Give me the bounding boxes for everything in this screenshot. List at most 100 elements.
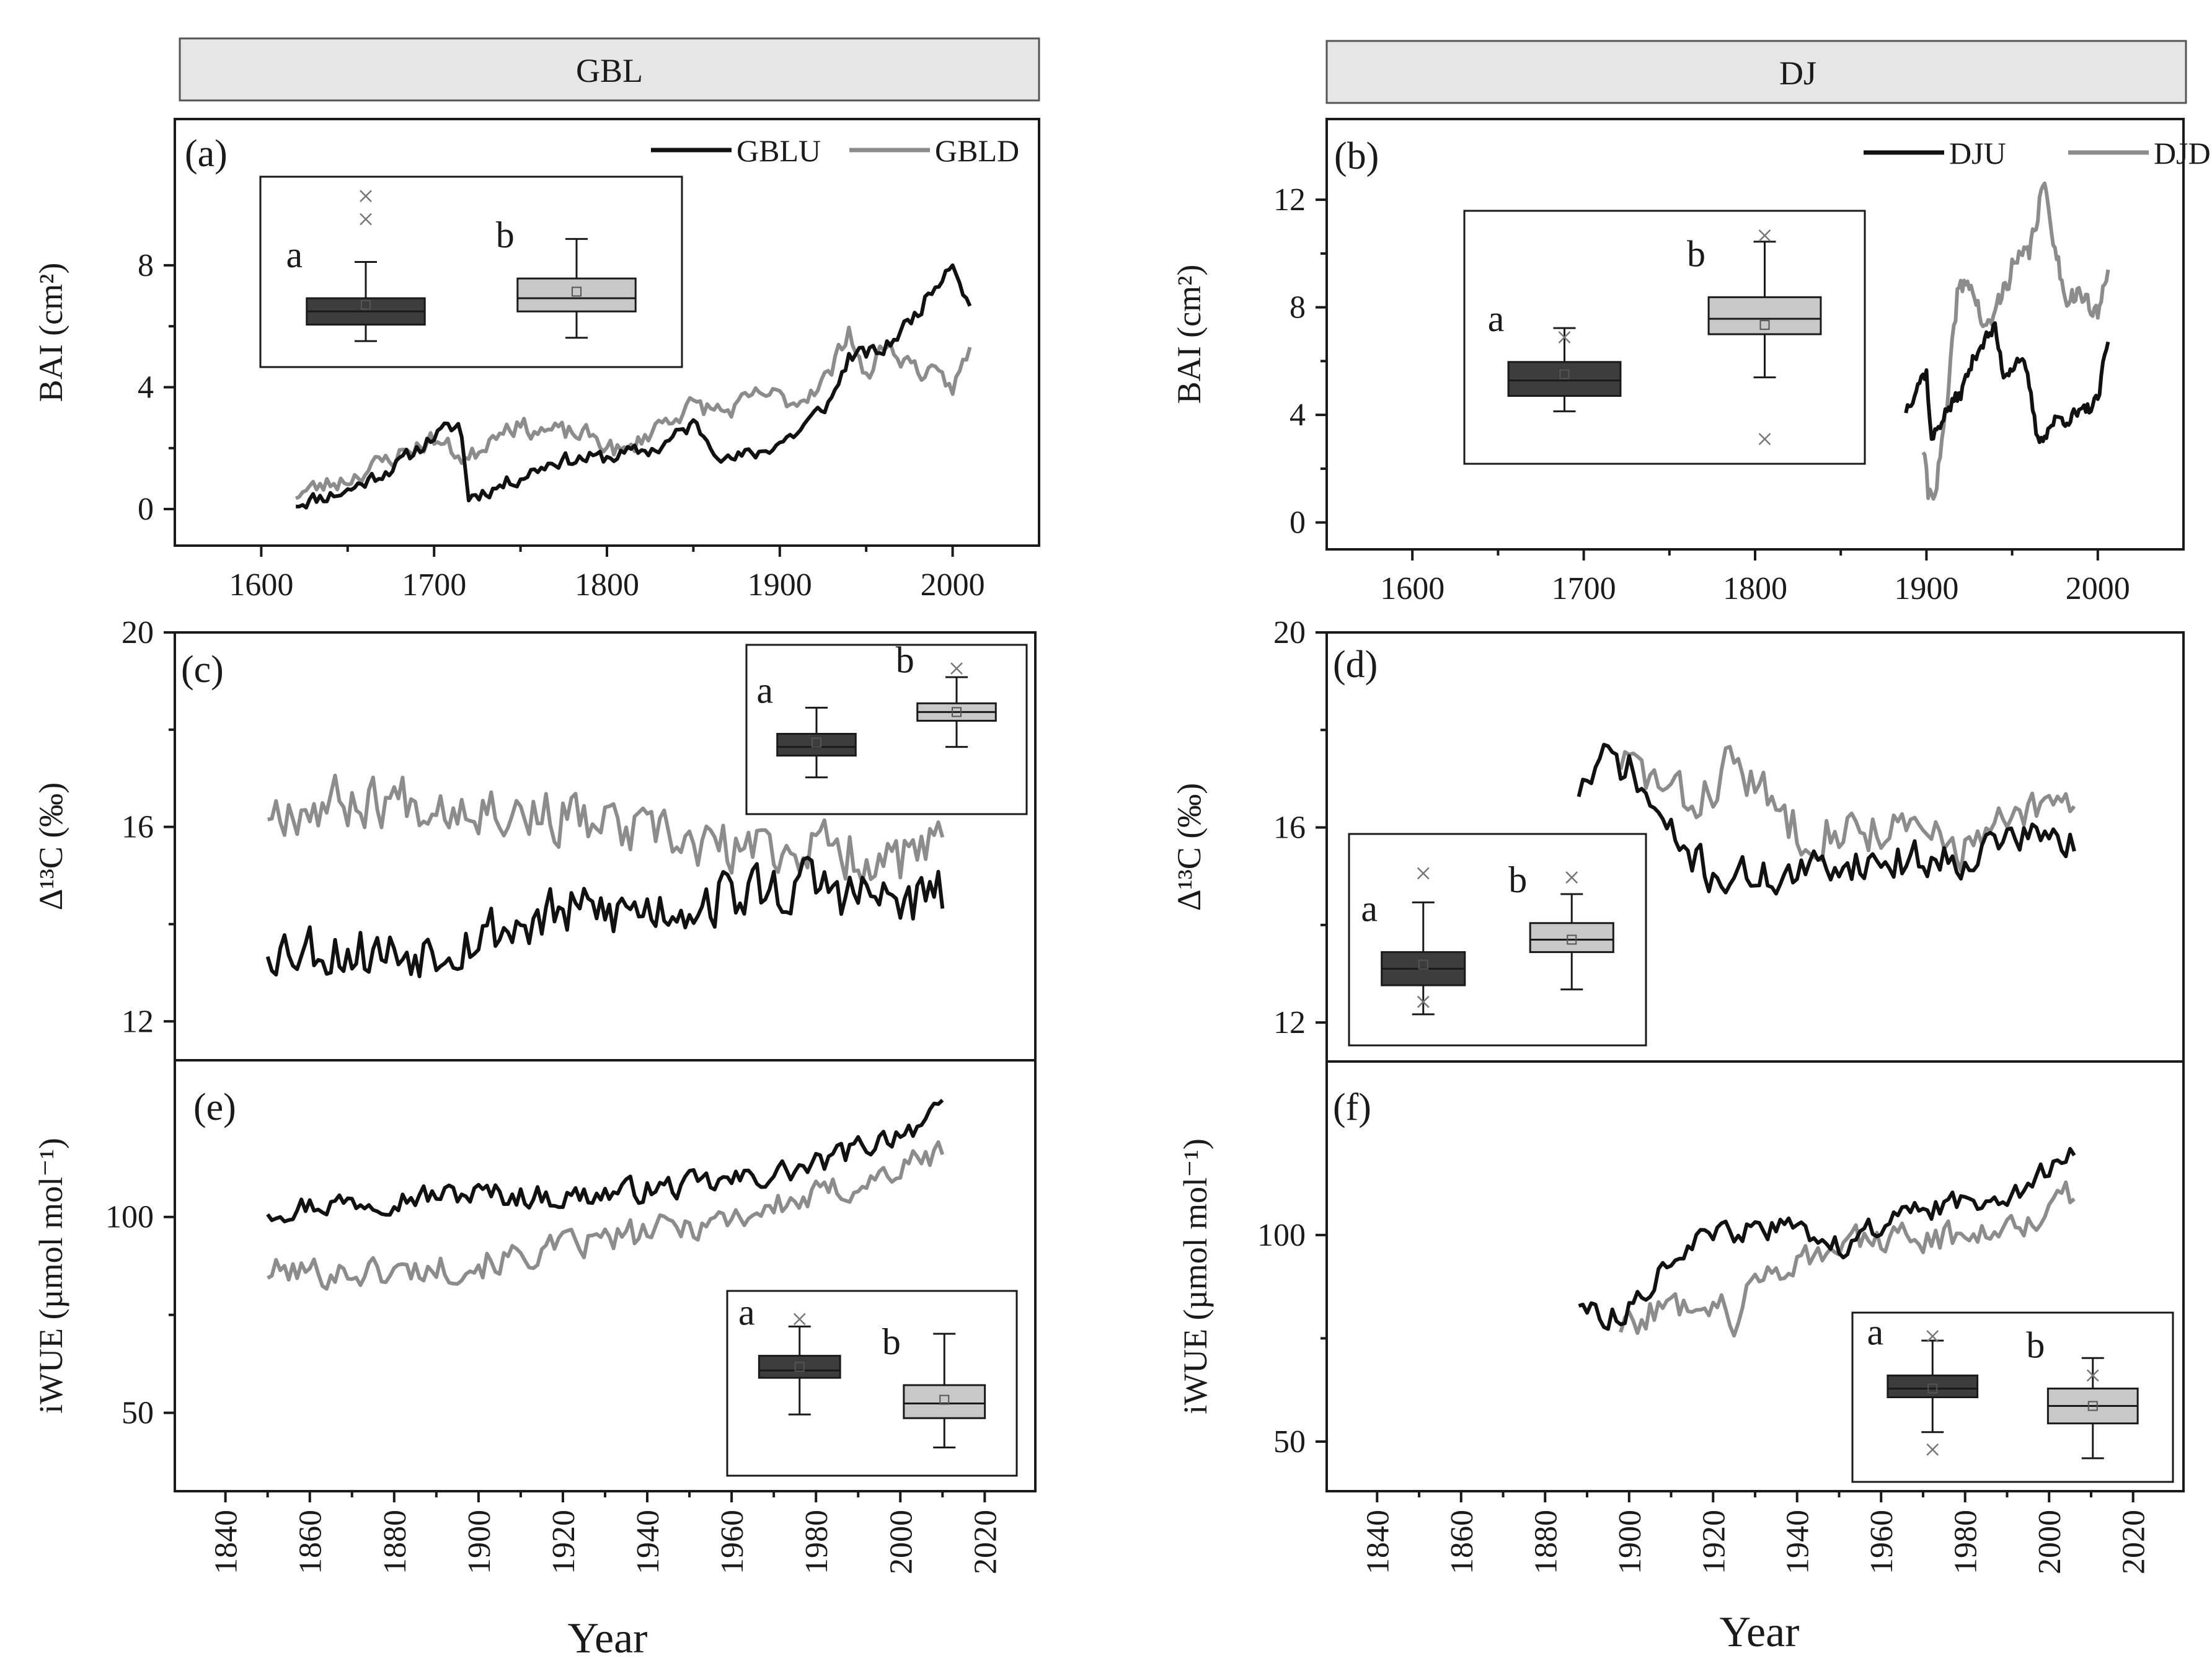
inset-frame <box>259 175 683 368</box>
inset-boxplot: ab <box>1463 210 1866 465</box>
significance-letter-b: b <box>896 639 914 680</box>
x-tick-label: 2000 <box>883 1510 919 1574</box>
legend-entry: GBLU <box>737 133 821 168</box>
series-line-gbld <box>267 773 945 885</box>
x-tick-label: 1980 <box>799 1510 834 1574</box>
y-axis-label: BAI (cm²) <box>32 263 69 402</box>
x-tick-label: 1840 <box>209 1510 244 1574</box>
box-b <box>903 1384 986 1419</box>
series-line-gblu <box>265 856 945 978</box>
significance-letter-a: a <box>286 234 303 275</box>
x-tick-label: 1880 <box>1528 1510 1564 1574</box>
x-tick-label: 1800 <box>575 567 639 603</box>
header-dj-text: DJ <box>1779 55 1816 92</box>
significance-letter-a: a <box>1361 889 1378 929</box>
panel-e-iwue-gbl: 50 100 1840 1860 1880 1900 1920 1940 1960 1980 200… <box>32 1059 1037 1574</box>
significance-letter-b: b <box>882 1321 901 1362</box>
outlier-marker <box>1558 331 1571 344</box>
box-a <box>1887 1374 1979 1398</box>
box-a <box>776 733 857 757</box>
mean-marker <box>361 299 371 310</box>
significance-letter-b: b <box>2026 1324 2045 1365</box>
outlier-marker <box>1417 867 1430 880</box>
inset-frame <box>726 1290 1018 1477</box>
outlier-marker <box>1926 1443 1939 1456</box>
x-tick-label: 1920 <box>546 1510 582 1574</box>
x-tick-label: 1600 <box>229 567 293 603</box>
outlier-marker <box>1565 871 1578 884</box>
significance-letter-a: a <box>738 1292 755 1333</box>
y-tick-label: 12 <box>1273 1005 1306 1040</box>
inset-frame <box>1463 210 1866 465</box>
significance-letter-a: a <box>1488 298 1505 339</box>
mean-marker <box>952 707 962 717</box>
box-b <box>1707 296 1822 335</box>
outlier-marker <box>1417 995 1430 1008</box>
series-line-gbld <box>267 1140 945 1291</box>
outlier-marker <box>950 662 963 675</box>
y-axis-label: Δ¹³C (‰) <box>1170 783 1208 911</box>
panel-label: (d) <box>1333 644 1378 686</box>
x-tick-label: 1700 <box>402 567 466 603</box>
x-tick-label: 2020 <box>2117 1510 2152 1574</box>
y-axis-label: BAI (cm²) <box>1170 265 1208 404</box>
box-b <box>516 277 637 312</box>
y-tick-label: 0 <box>1290 505 1306 541</box>
mean-marker <box>1759 320 1770 330</box>
outlier-marker <box>360 190 372 203</box>
panel-b-bai-dj: 0 4 8 12 1600 1700 1800 1900 2000 BAI (cm²) (b) DJU… <box>1170 118 2211 606</box>
y-tick-label: 12 <box>1273 182 1306 218</box>
series-line-dju <box>1578 1146 2076 1331</box>
series-group <box>266 1099 945 1291</box>
outlier-marker <box>1926 1330 1939 1342</box>
x-tick-label: 1960 <box>715 1510 750 1574</box>
y-tick-label: 16 <box>1273 810 1306 846</box>
panel-label: (a) <box>185 133 228 175</box>
legend-entry: DJU <box>1949 136 2006 171</box>
x-tick-label: 1800 <box>1723 571 1787 606</box>
outlier-marker <box>2086 1369 2099 1382</box>
series-group <box>294 263 972 510</box>
significance-letter-a: a <box>1867 1311 1884 1352</box>
y-tick-label: 0 <box>138 492 154 527</box>
series-line-gblu <box>296 263 972 510</box>
x-axis-title-right: Year <box>1720 1608 1800 1656</box>
y-tick-label: 100 <box>1257 1218 1306 1253</box>
y-tick-label: 8 <box>1290 290 1306 326</box>
series-line-djd <box>1921 181 2110 501</box>
x-tick-label: 1840 <box>1360 1510 1396 1574</box>
x-tick-label: 1940 <box>1781 1510 1816 1574</box>
outlier-marker <box>1758 433 1771 446</box>
x-tick-label: 1860 <box>293 1510 329 1574</box>
mean-marker <box>1567 934 1577 945</box>
panel-f-iwue-dj: 50 100 1840 1860 1880 1900 1920 1940 1960 1980 200… <box>1177 1060 2185 1574</box>
x-tick-label: 2000 <box>921 567 985 603</box>
y-tick-label: 50 <box>122 1396 154 1431</box>
series-line-dju <box>1577 743 2076 896</box>
panel-label: (b) <box>1334 135 1379 177</box>
x-axis-title-left: Year <box>568 1615 648 1662</box>
significance-letter-b: b <box>1687 233 1705 274</box>
mean-marker <box>939 1394 950 1405</box>
y-tick-label: 100 <box>105 1200 154 1235</box>
legend-entry: DJD <box>2154 136 2211 171</box>
panel-a-bai-gbl: 0 4 8 1600 1700 1800 1900 2000 BAI (cm²) (a) GBLU G… <box>32 118 1040 603</box>
x-tick-label: 2000 <box>2032 1510 2068 1574</box>
outlier-marker <box>793 1313 806 1326</box>
y-tick-label: 4 <box>1290 397 1306 433</box>
x-tick-label: 1900 <box>462 1510 497 1574</box>
significance-letter-b: b <box>496 215 515 255</box>
x-tick-label: 1880 <box>378 1510 413 1574</box>
series-group <box>1904 181 2110 501</box>
mean-marker <box>794 1362 805 1372</box>
y-axis-label: iWUE (µmol mol⁻¹) <box>1177 1138 1214 1414</box>
inset-boxplot: ab <box>1348 833 1647 1047</box>
x-tick-label: 1960 <box>1864 1510 1900 1574</box>
panel-label: (f) <box>1333 1086 1371 1128</box>
y-tick-label: 8 <box>138 248 154 283</box>
panel-label: (c) <box>181 649 224 691</box>
